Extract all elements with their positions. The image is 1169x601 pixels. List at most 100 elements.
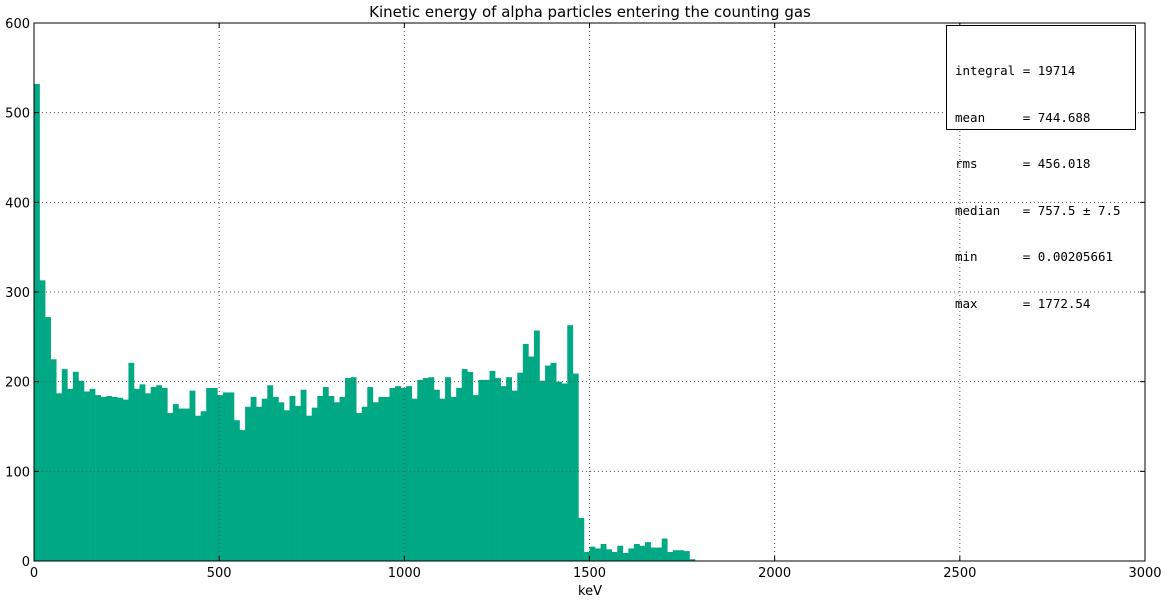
histogram-bar <box>72 371 79 561</box>
y-tick-label: 500 <box>5 107 30 122</box>
bars-group <box>34 83 696 562</box>
ticks-group: 0 500 1000 1500 2000 2500 3000 0 100 200 300 400 500… <box>5 17 1161 581</box>
histogram-bar <box>222 392 229 561</box>
histogram-bar <box>356 413 363 561</box>
histogram-bar <box>89 388 96 561</box>
x-tick-label: 500 <box>207 566 232 581</box>
stats-box: integral = 19714 mean = 744.688 rms = 45… <box>946 25 1136 311</box>
x-tick-label: 0 <box>30 566 38 581</box>
histogram-bar <box>228 392 235 561</box>
histogram-bar <box>650 547 657 561</box>
histogram-bar <box>489 370 496 561</box>
histogram-bar <box>300 389 307 561</box>
histogram-bar <box>56 393 63 561</box>
chart-title: Kinetic energy of alpha particles enteri… <box>369 3 811 21</box>
histogram-bar <box>233 420 240 561</box>
histogram-bar <box>383 396 390 561</box>
y-tick-label: 100 <box>5 465 30 480</box>
histogram-bar <box>95 395 101 561</box>
stat-integral: integral = 19714 <box>955 63 1076 78</box>
histogram-bar <box>345 378 351 561</box>
y-tick-label: 600 <box>5 17 30 32</box>
histogram-bar <box>61 369 68 561</box>
histogram-bar <box>195 415 201 561</box>
histogram-bar <box>189 390 196 561</box>
histogram-bar <box>433 389 440 561</box>
histogram-bar <box>411 398 418 561</box>
histogram-bar <box>83 391 90 561</box>
x-tick-label: 3000 <box>1128 566 1161 581</box>
stat-mean: mean = 744.688 <box>955 109 1091 125</box>
histogram-bar <box>272 396 279 561</box>
histogram-bar <box>483 379 490 561</box>
histogram-bar <box>395 386 401 561</box>
histogram-bar <box>239 430 246 561</box>
histogram-bar <box>567 325 574 561</box>
histogram-bar <box>500 386 507 561</box>
histogram-bar <box>378 396 385 561</box>
histogram-bar <box>167 413 174 561</box>
histogram-bar <box>639 545 646 561</box>
histogram-bar <box>322 387 329 561</box>
histogram-bar <box>622 552 629 561</box>
histogram-bar <box>589 546 596 561</box>
histogram-bar <box>256 406 263 561</box>
histogram-bar <box>633 543 640 561</box>
histogram-bar <box>661 538 668 561</box>
histogram-bar <box>128 362 135 561</box>
histogram-bar <box>111 396 118 561</box>
histogram-bar <box>261 398 268 561</box>
histogram-bar <box>689 559 696 561</box>
histogram-bar <box>122 399 129 561</box>
histogram-bar <box>606 549 613 561</box>
histogram-bar <box>311 407 318 561</box>
histogram-bar <box>245 406 251 561</box>
x-tick-label: 1500 <box>573 566 606 581</box>
histogram-bar <box>317 396 324 561</box>
histogram-bar <box>400 387 407 561</box>
x-tick-label: 2000 <box>758 566 791 581</box>
histogram-bar <box>367 387 374 561</box>
histogram-bar <box>439 398 446 561</box>
histogram-bar <box>50 359 57 561</box>
histogram-bar <box>556 381 563 561</box>
y-tick-label: 0 <box>22 555 30 570</box>
histogram-bar <box>428 377 435 561</box>
histogram-bar <box>100 396 107 561</box>
histogram-bar <box>517 372 524 561</box>
histogram-bar <box>450 396 457 561</box>
histogram-bar <box>506 377 513 561</box>
y-tick-label: 400 <box>5 196 30 211</box>
histogram-bar <box>678 550 685 561</box>
histogram-bar <box>172 404 179 561</box>
histogram-bar <box>456 387 463 561</box>
histogram-bar <box>156 385 163 561</box>
histogram-bar <box>422 378 429 561</box>
histogram-bar <box>461 369 468 561</box>
histogram-bar <box>145 393 151 561</box>
histogram-bar <box>495 378 501 561</box>
histogram-bar <box>306 415 313 561</box>
histogram-bar <box>417 379 424 561</box>
histogram-bar <box>628 548 635 561</box>
histogram-bar <box>667 552 674 561</box>
histogram-bar <box>78 380 85 561</box>
histogram-bar <box>472 395 479 561</box>
histogram-bar <box>372 402 379 561</box>
histogram-bar <box>595 548 601 561</box>
histogram-bar <box>533 330 540 561</box>
histogram-bar <box>139 384 146 561</box>
histogram-bar <box>183 408 190 561</box>
stat-median: median = 757.5 ± 7.5 <box>955 202 1121 218</box>
histogram-bar <box>389 387 396 561</box>
histogram-bar <box>445 377 451 561</box>
histogram-bar <box>217 395 224 561</box>
grid-lines <box>34 23 1145 561</box>
histogram-bar <box>656 547 663 561</box>
histogram-bar <box>522 344 529 561</box>
histogram-bar <box>150 387 157 561</box>
histogram-bar <box>683 551 690 561</box>
histogram-bar <box>617 545 624 561</box>
histogram-bar <box>45 317 51 561</box>
